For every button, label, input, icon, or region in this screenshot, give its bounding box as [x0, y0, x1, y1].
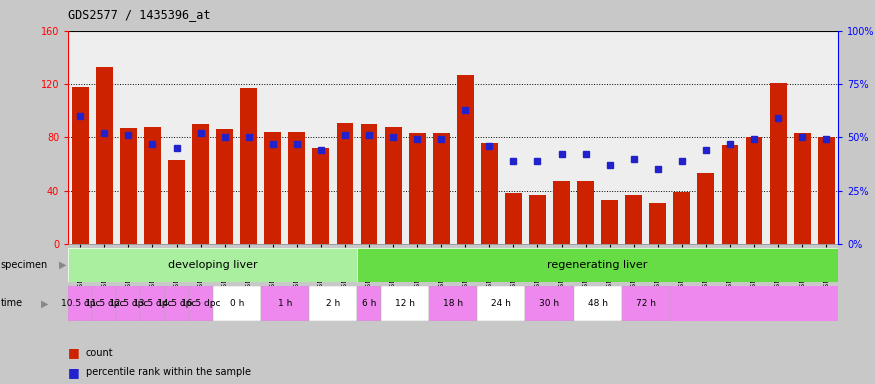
- Bar: [120, 128, 136, 244]
- Bar: [189, 286, 213, 321]
- Text: percentile rank within the sample: percentile rank within the sample: [86, 367, 251, 377]
- Bar: [457, 74, 473, 244]
- Text: 1 h: 1 h: [277, 299, 292, 308]
- Bar: [144, 127, 161, 244]
- Bar: [168, 160, 185, 244]
- Text: 12 h: 12 h: [396, 299, 415, 308]
- Bar: [697, 173, 714, 244]
- Text: specimen: specimen: [1, 260, 48, 270]
- Bar: [409, 133, 425, 244]
- Bar: [722, 145, 738, 244]
- Text: 48 h: 48 h: [588, 299, 607, 308]
- Bar: [553, 181, 570, 244]
- Text: 6 h: 6 h: [362, 299, 376, 308]
- Bar: [213, 286, 261, 321]
- Bar: [818, 137, 835, 244]
- Bar: [433, 133, 450, 244]
- Bar: [430, 286, 478, 321]
- Bar: [578, 181, 594, 244]
- Text: count: count: [86, 348, 114, 358]
- Text: 0 h: 0 h: [229, 299, 244, 308]
- Text: time: time: [1, 298, 23, 308]
- Bar: [312, 148, 329, 244]
- Text: 16.5 dpc: 16.5 dpc: [181, 299, 220, 308]
- Bar: [357, 286, 382, 321]
- Bar: [93, 286, 116, 321]
- Bar: [116, 286, 140, 321]
- Text: 12.5 dpc: 12.5 dpc: [108, 299, 148, 308]
- Bar: [525, 286, 574, 321]
- Bar: [626, 195, 642, 244]
- Bar: [505, 193, 522, 244]
- Bar: [481, 142, 498, 244]
- Bar: [478, 286, 525, 321]
- Text: 18 h: 18 h: [444, 299, 464, 308]
- Bar: [264, 132, 281, 244]
- Bar: [601, 200, 618, 244]
- Bar: [68, 248, 357, 282]
- Bar: [357, 248, 838, 282]
- Bar: [674, 192, 690, 244]
- Bar: [289, 132, 305, 244]
- Text: 30 h: 30 h: [539, 299, 560, 308]
- Bar: [309, 286, 357, 321]
- Bar: [574, 286, 621, 321]
- Text: ■: ■: [68, 366, 80, 379]
- Bar: [68, 286, 93, 321]
- Bar: [621, 286, 670, 321]
- Bar: [337, 122, 354, 244]
- Bar: [192, 124, 209, 244]
- Bar: [360, 124, 377, 244]
- Text: 10.5 dpc: 10.5 dpc: [60, 299, 100, 308]
- Bar: [164, 286, 189, 321]
- Bar: [216, 129, 233, 244]
- Text: ▶: ▶: [41, 298, 49, 308]
- Bar: [241, 88, 257, 244]
- Text: developing liver: developing liver: [168, 260, 257, 270]
- Bar: [382, 286, 430, 321]
- Bar: [649, 202, 666, 244]
- Bar: [529, 195, 546, 244]
- Bar: [96, 67, 113, 244]
- Text: 14.5 dpc: 14.5 dpc: [157, 299, 196, 308]
- Text: 24 h: 24 h: [492, 299, 511, 308]
- Text: ■: ■: [68, 346, 80, 359]
- Bar: [746, 137, 762, 244]
- Text: 72 h: 72 h: [636, 299, 655, 308]
- Bar: [72, 87, 88, 244]
- Text: 2 h: 2 h: [326, 299, 340, 308]
- Text: ▶: ▶: [59, 260, 66, 270]
- Bar: [261, 286, 309, 321]
- Bar: [385, 127, 402, 244]
- Text: 13.5 dpc: 13.5 dpc: [133, 299, 172, 308]
- Bar: [140, 286, 164, 321]
- Text: GDS2577 / 1435396_at: GDS2577 / 1435396_at: [68, 8, 211, 21]
- Bar: [794, 133, 810, 244]
- Text: 11.5 dpc: 11.5 dpc: [85, 299, 124, 308]
- Text: regenerating liver: regenerating liver: [548, 260, 648, 270]
- Bar: [770, 83, 787, 244]
